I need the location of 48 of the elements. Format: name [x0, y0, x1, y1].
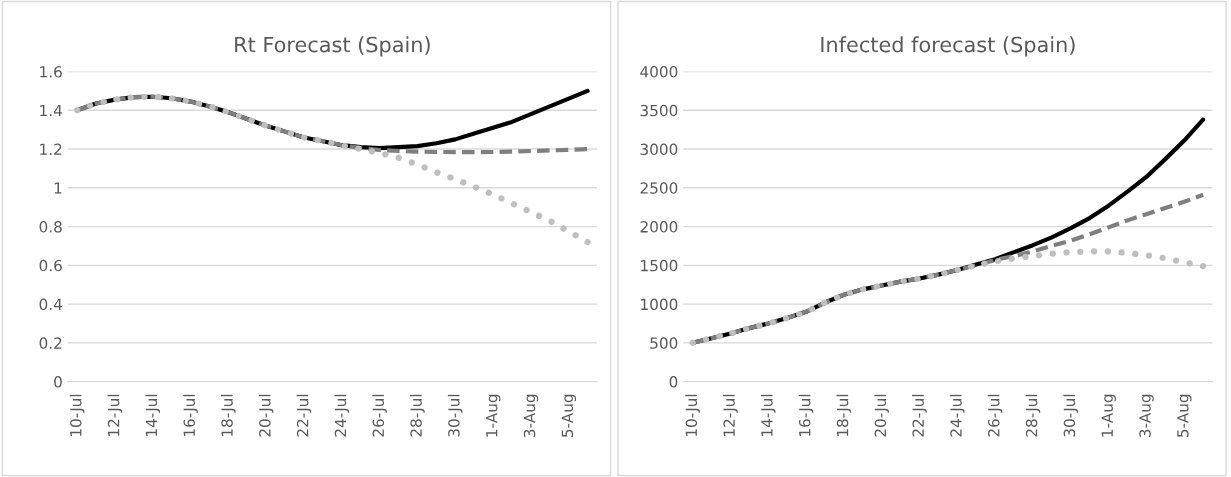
x-tick-label: 5-Aug [1177, 394, 1192, 437]
x-tick-label: 16-Jul [798, 394, 814, 436]
chart-title: Infected forecast (Spain) [821, 36, 1075, 57]
y-tick-label: 0.8 [39, 221, 62, 233]
y-tick-label: 0.2 [39, 337, 62, 349]
x-tick-label: 3-Aug [523, 394, 539, 437]
y-tick-label: 1000 [641, 298, 678, 311]
x-tick-label: 10-Jul [685, 394, 700, 436]
x-tick-label: 10-Jul [69, 394, 85, 436]
y-tick-label: 3000 [640, 143, 678, 156]
y-tick-label: 500 [650, 337, 678, 349]
chart-title: Rt Forecast (Spain) [235, 36, 430, 57]
x-tick-label: 12-Jul [723, 394, 738, 436]
y-tick-label: 1.2 [40, 143, 62, 155]
y-tick-label: 1 [54, 182, 62, 194]
x-tick-label: 22-Jul [296, 394, 312, 437]
x-tick-label: 16-Jul [183, 394, 198, 436]
x-tick-label: 18-Jul [836, 394, 852, 436]
x-tick-label: 1-Aug [1101, 394, 1116, 437]
x-tick-label: 26-Jul [987, 394, 1003, 437]
x-tick-label: 28-Jul [410, 394, 425, 437]
x-tick-label: 20-Jul [258, 394, 274, 437]
y-tick-label: 0 [669, 376, 678, 388]
y-tick-label: 3500 [640, 104, 678, 117]
x-tick-label: 1-Aug [486, 394, 501, 437]
y-tick-label: 0 [54, 376, 62, 388]
x-tick-label: 12-Jul [107, 394, 123, 436]
y-tick-label: 1.4 [40, 104, 62, 117]
x-tick-label: 26-Jul [372, 394, 387, 437]
x-tick-label: 18-Jul [221, 394, 236, 436]
y-tick-label: 0.4 [39, 298, 62, 311]
x-tick-label: 3-Aug [1139, 394, 1154, 437]
x-tick-label: 14-Jul [760, 394, 776, 436]
x-tick-label: 24-Jul [949, 394, 965, 437]
y-tick-label: 2000 [640, 221, 678, 233]
y-tick-label: 1.6 [40, 66, 62, 78]
x-tick-label: 5-Aug [561, 394, 577, 437]
y-tick-label: 2500 [640, 182, 678, 194]
y-tick-label: 0.6 [39, 259, 62, 272]
y-tick-label: 4000 [640, 66, 678, 78]
x-tick-label: 20-Jul [874, 394, 889, 437]
x-tick-label: 14-Jul [145, 394, 161, 436]
x-tick-label: 30-Jul [1063, 394, 1079, 437]
x-tick-label: 30-Jul [447, 394, 463, 437]
x-tick-label: 28-Jul [1025, 394, 1041, 437]
y-tick-label: 1500 [641, 259, 678, 272]
x-tick-label: 24-Jul [334, 394, 350, 437]
x-tick-label: 22-Jul [912, 394, 927, 437]
